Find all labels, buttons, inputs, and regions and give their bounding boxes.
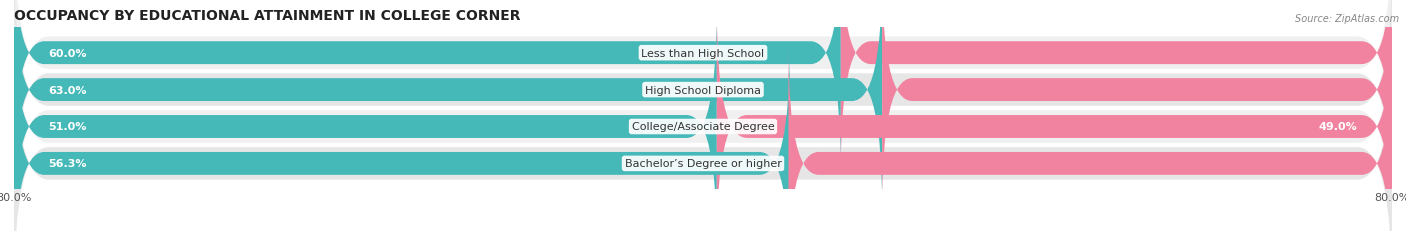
Text: Bachelor’s Degree or higher: Bachelor’s Degree or higher bbox=[624, 159, 782, 169]
Text: 56.3%: 56.3% bbox=[48, 159, 87, 169]
Text: 63.0%: 63.0% bbox=[48, 85, 87, 95]
Text: Source: ZipAtlas.com: Source: ZipAtlas.com bbox=[1295, 14, 1399, 24]
Text: High School Diploma: High School Diploma bbox=[645, 85, 761, 95]
Text: Less than High School: Less than High School bbox=[641, 49, 765, 58]
FancyBboxPatch shape bbox=[14, 0, 1392, 221]
FancyBboxPatch shape bbox=[841, 0, 1392, 171]
FancyBboxPatch shape bbox=[14, 0, 882, 207]
FancyBboxPatch shape bbox=[717, 10, 1392, 231]
FancyBboxPatch shape bbox=[14, 0, 841, 171]
FancyBboxPatch shape bbox=[14, 10, 717, 231]
FancyBboxPatch shape bbox=[789, 46, 1392, 231]
FancyBboxPatch shape bbox=[14, 0, 1392, 231]
Text: 60.0%: 60.0% bbox=[48, 49, 87, 58]
Text: College/Associate Degree: College/Associate Degree bbox=[631, 122, 775, 132]
FancyBboxPatch shape bbox=[14, 46, 790, 231]
Text: 51.0%: 51.0% bbox=[48, 122, 87, 132]
Text: OCCUPANCY BY EDUCATIONAL ATTAINMENT IN COLLEGE CORNER: OCCUPANCY BY EDUCATIONAL ATTAINMENT IN C… bbox=[14, 9, 520, 22]
Text: 49.0%: 49.0% bbox=[1319, 122, 1358, 132]
FancyBboxPatch shape bbox=[882, 0, 1392, 207]
FancyBboxPatch shape bbox=[14, 0, 1392, 184]
FancyBboxPatch shape bbox=[14, 33, 1392, 231]
